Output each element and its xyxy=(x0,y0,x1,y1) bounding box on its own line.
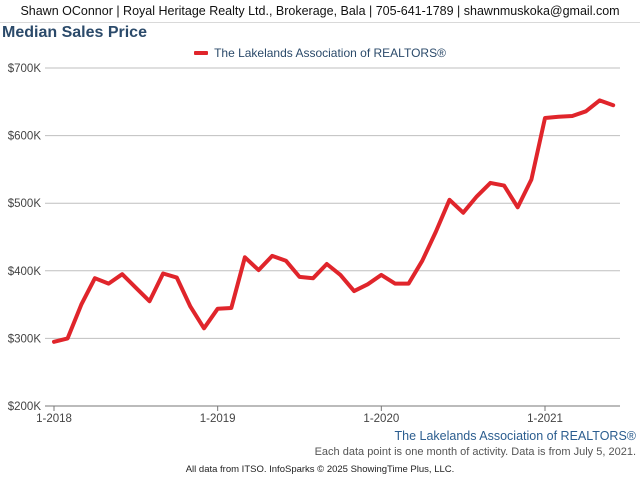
footer-note: Each data point is one month of activity… xyxy=(314,446,636,458)
agent-header-bar: Shawn OConnor | Royal Heritage Realty Lt… xyxy=(0,0,640,23)
x-tick-label: 1-2020 xyxy=(363,413,399,425)
y-tick-label: $600K xyxy=(8,131,42,143)
y-tick-label: $500K xyxy=(8,198,42,210)
y-tick-label: $200K xyxy=(8,401,42,413)
chart-legend: The Lakelands Association of REALTORS® xyxy=(0,46,640,60)
x-tick-label: 1-2019 xyxy=(200,413,236,425)
chart-title: Median Sales Price xyxy=(2,24,147,41)
y-tick-label: $700K xyxy=(8,63,42,75)
footer-brand: The Lakelands Association of REALTORS® xyxy=(394,429,636,443)
x-tick-label: 1-2021 xyxy=(527,413,563,425)
legend-label: The Lakelands Association of REALTORS® xyxy=(214,46,446,60)
agent-contact-line: Shawn OConnor | Royal Heritage Realty Lt… xyxy=(20,4,620,18)
median-price-line xyxy=(52,98,616,344)
x-tick-label: 1-2018 xyxy=(36,413,72,425)
y-tick-label: $300K xyxy=(8,333,42,345)
legend-swatch xyxy=(194,51,209,55)
footer-credit: All data from ITSO. InfoSparks © 2025 Sh… xyxy=(185,464,455,475)
y-tick-label: $400K xyxy=(8,266,42,278)
